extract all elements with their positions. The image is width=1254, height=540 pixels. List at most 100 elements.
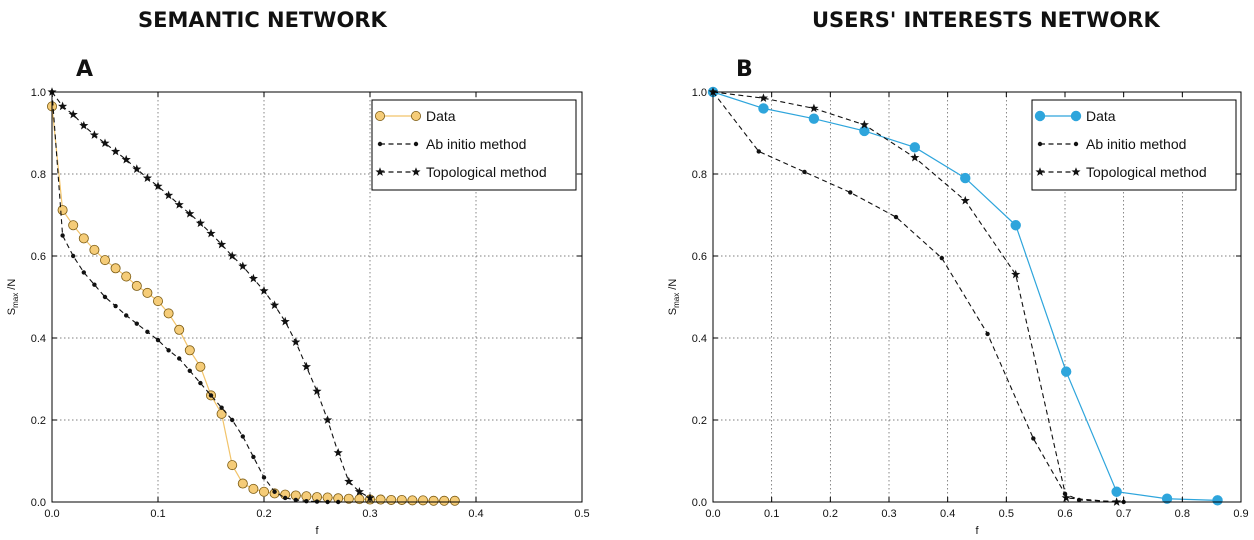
chart-a-data-point	[142, 287, 153, 298]
chart-a-data-point	[272, 489, 277, 494]
chart-b-x-tick-label: 0.2	[823, 508, 838, 520]
chart-a-data-point	[270, 300, 280, 310]
chart-a-data-point	[343, 493, 354, 504]
chart-a-data-point	[174, 324, 185, 335]
chart-b-data-point	[758, 93, 769, 103]
chart-a-data-point	[177, 356, 182, 361]
chart-a-x-tick-label: 0.4	[468, 508, 483, 520]
chart-a-data-point	[100, 138, 110, 148]
chart-b-data-point	[1031, 436, 1036, 441]
chart-b-data-point	[809, 103, 819, 113]
chart-b-series-1	[707, 86, 1223, 506]
chart-b-legend-label: Ab initio method	[1086, 136, 1186, 152]
chart-a-x-tick-label: 0.1	[150, 508, 165, 520]
chart-a-data-point	[60, 233, 65, 238]
chart-a-data-point	[396, 494, 407, 505]
chart-b-data-point	[910, 152, 920, 162]
chart-b-x-tick-label: 0.4	[940, 508, 955, 520]
chart-a-data-point	[312, 386, 322, 396]
chart-b-x-tick-label: 0.9	[1233, 508, 1248, 520]
chart-a-data-point	[58, 101, 68, 111]
chart-a-y-axis-label: Smax /N	[6, 279, 20, 316]
chart-a-data-point	[206, 228, 216, 238]
chart-a-data-point	[198, 380, 203, 386]
chart-a-data-point	[155, 337, 161, 343]
chart-b-x-tick-label: 0.6	[1057, 508, 1072, 520]
chart-a-legend-marker	[377, 141, 383, 147]
chart-a-data-point	[439, 495, 450, 506]
chart-a-plot: 0.0 0.1 0.2 0.3 0.4 0.5 0.0 0.2 0.4 0.6 0.8 1.0 f Sma…	[6, 87, 590, 537]
chart-b-y-tick-label: 0.8	[692, 169, 707, 181]
chart-b-y-tick-label: 1.0	[692, 87, 707, 99]
chart-a-data-point	[407, 495, 418, 506]
chart-a-x-axis-label: f	[315, 525, 319, 537]
chart-b-plot: 0.0 0.1 0.2 0.3 0.4 0.5 0.6 0.7 0.8 0.9 0.0 0.2 0.4 0…	[667, 86, 1249, 537]
chart-a-data-point	[102, 294, 108, 300]
chart-a-data-point	[166, 348, 171, 353]
chart-a-data-point	[375, 494, 386, 505]
chart-b-data-point	[1212, 495, 1223, 506]
chart-b-data-point	[802, 169, 807, 175]
chart-a-data-point	[208, 393, 214, 398]
chart-a-data-point	[185, 208, 195, 218]
chart-a-title: SEMANTIC NETWORK	[138, 8, 387, 32]
chart-b-data-point	[1161, 493, 1173, 504]
chart-a-data-point	[142, 173, 152, 182]
chart-a-data-point	[301, 361, 311, 371]
chart-a-data-point	[217, 239, 227, 249]
chart-b-x-tick-label: 0.7	[1116, 508, 1131, 520]
chart-b-legend-label: Data	[1086, 108, 1116, 124]
chart-b-data-point	[1111, 486, 1122, 497]
chart-b-data-point	[758, 103, 769, 114]
chart-b-legend-marker	[1071, 167, 1081, 176]
chart-a-data-point	[227, 251, 237, 260]
chart-b-data-point	[756, 149, 761, 154]
chart-b-data-point	[909, 142, 921, 153]
chart-b-data-point	[1060, 366, 1072, 377]
chart-b-data-point	[808, 113, 820, 124]
chart-b-legend-marker	[1073, 141, 1079, 147]
chart-b-y-tick-label: 0.0	[692, 497, 707, 509]
chart-a-x-tick-label: 0.0	[44, 508, 59, 520]
chart-b-data-point	[939, 255, 944, 261]
chart-a-data-point	[428, 495, 439, 506]
chart-a-legend-marker	[413, 141, 419, 147]
chart-a-data-point	[280, 316, 290, 326]
chart-a-y-tick-label: 0.4	[31, 333, 46, 345]
chart-a-data-point	[354, 494, 365, 505]
chart-b-data-point	[1011, 269, 1021, 279]
chart-a-data-point	[248, 273, 258, 283]
chart-a-data-point	[417, 495, 428, 506]
chart-b-y-tick-label: 0.6	[692, 251, 707, 263]
chart-a-series-1	[47, 101, 460, 506]
chart-b-y-axis-label: Smax /N	[667, 279, 681, 316]
chart-a-data-point	[89, 130, 99, 139]
chart-b-legend-marker	[1034, 110, 1046, 122]
chart-a-data-point	[195, 361, 206, 372]
chart-b-data-point	[859, 120, 869, 129]
chart-a-series-2	[49, 89, 341, 505]
chart-a-data-point	[293, 497, 298, 503]
chart-a-legend-label: Data	[426, 108, 456, 124]
chart-b-data-point	[848, 190, 853, 195]
chart-b-x-tick-label: 0.3	[881, 508, 896, 520]
chart-b-legend: Data Ab initio method Topological method	[1031, 99, 1237, 191]
chart-a-data-point	[333, 448, 343, 457]
chart-a-series-line	[51, 91, 371, 499]
chart-b-title: USERS' INTERESTS NETWORK	[812, 8, 1160, 32]
chart-a-y-tick-label: 0.2	[31, 415, 46, 427]
chart-a-data-point	[237, 478, 248, 489]
chart-b-legend-marker	[1037, 141, 1043, 147]
chart-a-data-point	[110, 263, 121, 274]
chart-a-data-point	[230, 417, 235, 423]
chart-b-x-tick-label: 0.8	[1175, 508, 1190, 520]
chart-a-legend-marker	[374, 111, 385, 122]
chart-b-y-tick-label: 0.2	[692, 415, 707, 427]
chart-a-data-point	[184, 345, 195, 356]
chart-a-data-point	[258, 486, 269, 497]
chart-b-x-tick-label: 0.0	[705, 508, 720, 520]
chart-a-data-point	[195, 218, 205, 228]
chart-a-data-point	[291, 337, 301, 346]
chart-a-series-line	[51, 91, 339, 503]
chart-a-data-point	[219, 405, 224, 410]
